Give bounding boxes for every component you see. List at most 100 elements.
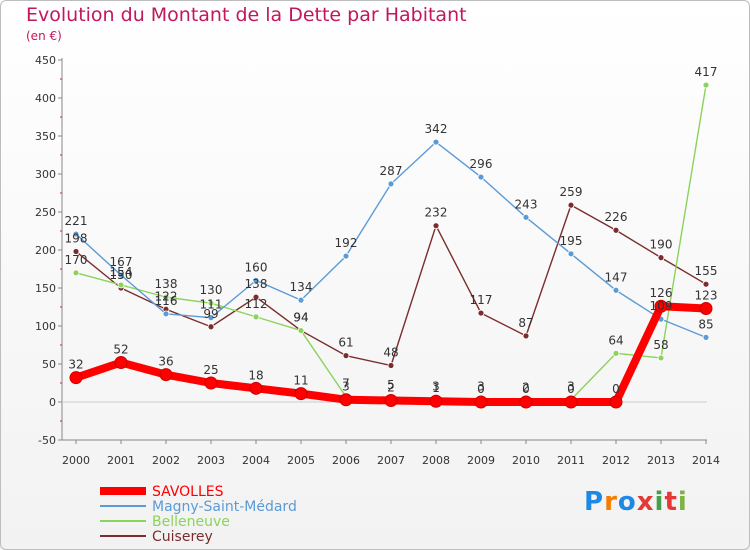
data-point [522,332,530,340]
data-label: 170 [65,253,88,267]
data-point [522,213,530,221]
data-label: 36 [158,355,173,369]
data-point [519,395,533,409]
data-label: 126 [650,286,673,300]
data-point [207,314,215,322]
data-point [702,333,710,341]
data-label: 195 [560,234,583,248]
data-label: 160 [245,260,268,274]
data-point [72,230,80,238]
logo-letter: r [604,487,618,517]
data-point [339,393,353,407]
legend-label: Cuiserey [152,529,213,545]
data-label: 111 [200,298,223,312]
logo-letter: t [664,487,678,517]
data-label: 94 [293,311,308,325]
legend-label: Belleneuve [152,514,230,530]
data-label: 18 [248,368,263,382]
data-point [387,362,395,369]
y-tick-label: 100 [35,320,56,333]
x-tick-label: 2005 [287,454,315,467]
logo-letter: P [584,487,605,517]
data-point [474,395,488,409]
data-label: 167 [110,255,133,269]
x-tick-label: 2012 [602,454,630,467]
data-label: 32 [68,358,83,372]
data-point [117,271,125,279]
y-tick-label: 300 [35,168,56,181]
data-label: 85 [698,317,713,331]
x-tick-label: 2011 [557,454,585,467]
data-label: 155 [695,264,718,278]
x-tick-label: 2013 [647,454,675,467]
data-label: 109 [650,299,673,313]
data-label: 2 [387,380,395,394]
data-point [612,349,620,357]
data-label: 296 [470,157,493,171]
data-label: 259 [560,185,583,199]
data-point [387,180,395,188]
data-label: 7 [342,377,350,391]
legend-label: Magny-Saint-Médard [152,499,297,515]
data-label: 5 [387,378,395,392]
data-label: 52 [113,342,128,356]
y-tick-label: 400 [35,92,56,105]
data-label: 58 [653,338,668,352]
data-point [384,393,398,407]
data-label: 0 [522,382,530,396]
data-label: 243 [515,197,538,211]
data-label: 3 [342,380,350,394]
data-point [477,173,485,181]
data-label: 11 [293,374,308,388]
data-label: 134 [290,280,313,294]
data-point [72,269,80,277]
data-label: 0 [567,382,575,396]
data-label: 130 [200,283,223,297]
data-point [294,387,308,401]
data-point [429,394,443,408]
x-tick-label: 2004 [242,454,270,467]
data-point [117,281,125,289]
data-label: 122 [155,289,178,303]
y-tick-label: -50 [38,434,56,447]
data-label: 64 [608,333,623,347]
data-label: 99 [203,307,218,321]
data-label: 0 [477,382,485,396]
data-point [477,309,485,317]
x-tick-label: 2001 [107,454,135,467]
data-point [612,286,620,294]
x-tick-label: 2007 [377,454,405,467]
data-point [252,293,260,301]
proxiti-logo: Proxiti [584,487,688,517]
data-label: 342 [425,122,448,136]
data-point [297,296,305,304]
data-label: 48 [383,346,398,360]
data-label: 287 [380,164,403,178]
data-point [297,327,305,334]
data-point [432,222,440,230]
data-label: 226 [605,210,628,224]
data-point [114,355,128,369]
x-tick-label: 2006 [332,454,360,467]
x-tick-label: 2014 [692,454,720,467]
y-tick-label: 350 [35,130,56,143]
data-point [657,354,665,362]
data-label: 117 [470,293,493,307]
y-tick-label: 250 [35,206,56,219]
y-tick-label: 450 [35,54,56,67]
y-tick-label: 50 [42,358,56,371]
chart-unit: (en €) [26,29,62,43]
data-point [69,371,83,385]
data-label: 25 [203,363,218,377]
data-point [249,381,263,395]
data-point [609,395,623,409]
x-tick-label: 2008 [422,454,450,467]
data-label: 154 [110,265,133,279]
x-tick-label: 2009 [467,454,495,467]
data-point [252,313,260,321]
data-label: 417 [695,65,718,79]
data-label: 3 [432,380,440,394]
data-point [207,323,215,331]
